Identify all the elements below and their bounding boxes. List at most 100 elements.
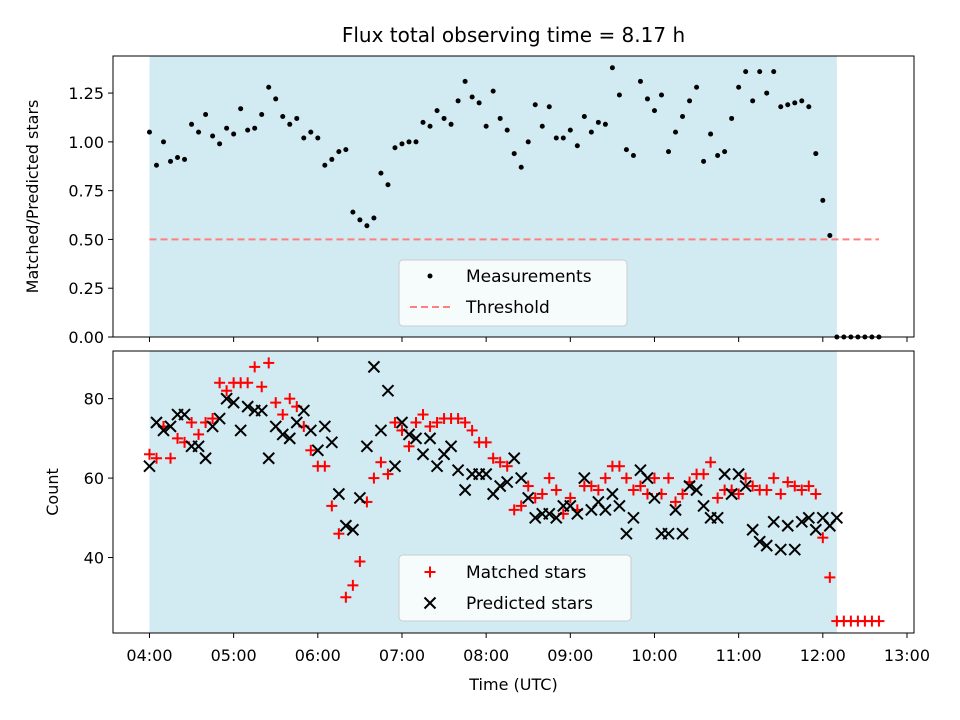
matched-star-point	[417, 409, 429, 421]
predicted-star-point	[395, 416, 409, 429]
measurement-point	[161, 139, 167, 145]
matched-stars-points	[143, 357, 885, 627]
matched-star-point	[599, 472, 611, 484]
matched-star-point	[214, 377, 226, 389]
measurement-point	[182, 156, 188, 162]
matched-star-point	[494, 456, 506, 468]
measurement-point	[497, 115, 503, 121]
matched-star-point	[634, 480, 646, 492]
legend-matched-label: Matched stars	[466, 563, 586, 583]
predicted-star-point	[444, 440, 458, 453]
measurement-point	[736, 84, 742, 90]
measurement-point	[785, 102, 791, 108]
predicted-star-point	[543, 507, 556, 521]
measurement-point	[196, 129, 202, 135]
matched-star-point	[796, 484, 808, 496]
measurement-point	[701, 158, 707, 164]
measurement-point	[364, 223, 370, 229]
matched-star-point	[522, 480, 534, 492]
predicted-star-point	[662, 527, 675, 540]
ratio-legend-box	[398, 259, 628, 327]
matched-star-point	[340, 591, 352, 603]
matched-star-point	[789, 480, 801, 492]
matched-star-point	[768, 472, 780, 484]
measurement-point	[644, 96, 650, 102]
predicted-star-point	[220, 392, 233, 405]
matched-star-point	[775, 488, 787, 500]
predicted-star-point	[760, 539, 773, 552]
measurement-point	[820, 197, 826, 203]
ratio-y-axis: 0.00 0.25 0.50 0.75 1.00 1.25	[68, 84, 113, 347]
legend-measurements-label: Measurements	[466, 267, 592, 287]
legend-x-glyph	[423, 596, 437, 610]
predicted-star-point	[578, 471, 591, 485]
measurement-point	[722, 149, 728, 155]
measurement-point	[511, 151, 517, 157]
predicted-star-point	[430, 459, 444, 473]
matched-star-point	[810, 488, 822, 500]
predicted-star-point	[669, 503, 682, 517]
measurement-point	[637, 78, 643, 84]
predicted-star-point	[409, 432, 423, 445]
measurement-point	[434, 108, 440, 114]
predicted-star-point	[283, 432, 296, 445]
legend-predicted-label: Predicted stars	[466, 594, 593, 614]
matched-star-point	[824, 571, 836, 583]
measurement-point	[532, 102, 538, 108]
matched-star-point	[256, 381, 268, 393]
measurement-point	[715, 153, 721, 159]
matched-star-point	[550, 484, 562, 496]
matched-star-point	[221, 385, 233, 397]
ratio-y-label: Matched/Predicted stars	[23, 100, 42, 294]
count-y-tick-label: 80	[84, 390, 104, 409]
predicted-star-point	[507, 452, 521, 465]
matched-star-point	[803, 480, 815, 492]
time-x-tick-label: 09:00	[547, 646, 593, 665]
count-axes-frame	[112, 350, 915, 634]
predicted-star-point	[332, 487, 346, 501]
matched-star-point	[536, 488, 548, 500]
predicted-star-point	[795, 515, 808, 528]
measurement-point	[651, 108, 657, 114]
count-panel: 40 60 80 04:00 05:00 06:00 07:00 08:00 09:00 10:…	[43, 350, 930, 694]
matched-star-point	[663, 472, 675, 484]
predicted-star-point	[739, 479, 752, 493]
matched-star-point	[733, 488, 745, 500]
matched-star-point	[249, 361, 261, 373]
matched-star-point	[270, 397, 282, 409]
ratio-y-tick-label: 0.25	[68, 279, 104, 298]
predicted-star-point	[290, 416, 303, 429]
predicted-star-point	[276, 428, 289, 441]
matched-star-point	[817, 532, 829, 544]
matched-star-point	[480, 436, 492, 448]
measurement-point	[525, 139, 531, 145]
measurement-point	[203, 112, 209, 118]
legend-matched-marker	[424, 566, 436, 578]
ratio-y-tick-label: 1.00	[68, 133, 104, 152]
matched-star-point	[326, 500, 338, 512]
measurement-point	[666, 149, 672, 155]
ratio-x-ticks	[148, 337, 908, 342]
measurement-point	[308, 129, 314, 135]
predicted-star-point	[451, 463, 465, 477]
measurement-point	[799, 98, 805, 104]
measurement-point	[743, 69, 749, 75]
predicted-star-point	[227, 396, 240, 409]
predicted-star-point	[367, 360, 381, 374]
predicted-star-point	[311, 444, 325, 457]
predicted-star-point	[522, 491, 535, 505]
ratio-legend: Measurements Threshold	[398, 259, 628, 327]
time-x-tick-label: 05:00	[211, 646, 257, 665]
measurement-point	[259, 112, 265, 118]
time-x-tick-label: 10:00	[631, 646, 677, 665]
chart-title: Flux total observing time = 8.17 h	[342, 23, 685, 47]
predicted-star-point	[711, 511, 724, 525]
matched-star-point	[143, 448, 155, 460]
matched-star-point	[263, 357, 275, 369]
measurement-point	[378, 170, 384, 176]
matched-star-point	[782, 476, 794, 488]
measurement-point	[694, 84, 700, 90]
predicted-star-point	[381, 384, 395, 397]
measurement-point	[764, 90, 770, 96]
